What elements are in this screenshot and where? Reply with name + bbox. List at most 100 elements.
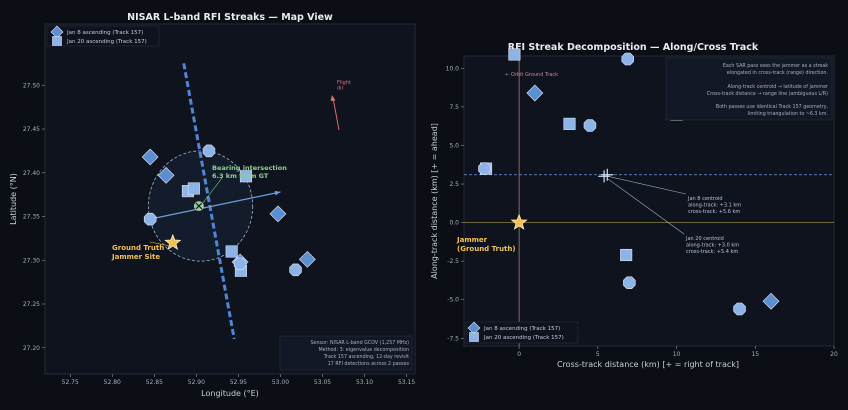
decomposition-legend-box <box>465 321 579 344</box>
ground-truth-label-line: Ground Truth <box>112 244 164 252</box>
centroid-label-line: along-track: +3.1 km <box>688 203 741 209</box>
centroid-leader <box>606 178 685 235</box>
map-x-tick-label: 53.05 <box>314 379 331 386</box>
map-y-tick-label: 27.25 <box>23 301 40 308</box>
map-y-tick-label: 27.35 <box>23 214 40 221</box>
orbit-ground-track-label: ← Orbit Ground Track <box>505 72 558 78</box>
ground-truth-leader <box>149 241 169 247</box>
streak-bearing-line <box>149 191 281 220</box>
flight-direction-arrowhead <box>330 95 336 101</box>
map-info-box: Sensor: NISAR L-band GCOV (1,257 MHz) Me… <box>279 335 413 371</box>
decomp-x-tick-label: 10 <box>673 351 681 358</box>
centroid-label: Jan 20 centroid along-track: +3.0 km cross… <box>685 236 739 255</box>
decomposition-overlays: ← Orbit Ground Track <box>464 56 834 346</box>
decomposition-legend: Jan 8 ascending (Track 157) Jan 20 ascen… <box>465 321 579 344</box>
decomposition-title: RFI Streak Decomposition — Along/Cross T… <box>508 42 759 53</box>
decomp-point-square <box>563 117 576 130</box>
map-point-square <box>187 182 200 195</box>
flight-direction-arrow <box>332 97 340 131</box>
decomp-point-diamond <box>526 84 544 102</box>
map-legend-square <box>52 36 62 46</box>
map-x-tick-label: 53.15 <box>398 379 415 386</box>
centroid-label-line: Jan 8 centroid <box>687 196 723 202</box>
map-y-tick-label: 27.30 <box>23 257 40 264</box>
decomp-point-octagon <box>583 119 597 132</box>
decomposition-points: Jan 8 centroid along-track: +3.1 km cross-… <box>456 48 780 316</box>
streak-bearing-arrowhead <box>274 190 281 196</box>
map-x-axis-label: Longitude (°E) <box>201 389 259 398</box>
map-point-square <box>239 170 253 183</box>
intersection-label-line: 6.3 km from GT <box>212 172 269 180</box>
decomp-point-octagon <box>478 162 491 175</box>
decomp-point-square <box>508 48 521 61</box>
map-y-axis-label: Latitude (°N) <box>9 173 18 225</box>
decomp-point-octagon <box>623 276 636 290</box>
intersection-leader <box>202 177 223 204</box>
decomposition-info-line-5: Cross-track distance → range line (ambig… <box>707 91 828 97</box>
decomposition-axes: 0 5 10 15 20 -7.5 -5.0 -2.5 0.0 2.5 5.0 7.5 10.0 <box>446 65 838 358</box>
decomp-y-tick-label: 5.0 <box>449 142 459 149</box>
map-info-line-2: Method: 3: eigenvalue decomposition <box>318 347 409 353</box>
map-legend: Jan 8 ascending (Track 157) Jan 20 ascen… <box>46 25 160 47</box>
ground-truth-label-line: Jammer Site <box>111 253 160 261</box>
decomp-point-octagon <box>733 302 746 316</box>
decomposition-legend-label-jan8: Jan 8 ascending (Track 157) <box>483 326 560 332</box>
map-axes: 52.75 52.80 52.85 52.90 52.95 53.00 53.05 53.10… <box>23 82 416 386</box>
map-x-tick-label: 53.00 <box>272 379 289 386</box>
map-point-diamond <box>157 166 175 184</box>
map-point-octagon <box>202 144 216 158</box>
decomposition-info-box: Each SAR pass sees the jammer as a strea… <box>665 57 833 121</box>
map-point-square <box>225 245 238 258</box>
intersection-label-line: Bearing intersection <box>212 164 287 172</box>
ground-truth-star <box>164 233 182 251</box>
map-legend-label-jan8: Jan 8 ascending (Track 157) <box>66 30 143 36</box>
decomp-legend-square <box>469 332 479 342</box>
decomposition-y-axis-label: Along-track distance (km) [+ = ahead] <box>430 123 439 279</box>
map-point-octagon <box>233 257 247 271</box>
jammer-label: Jammer (Ground Truth) <box>456 236 516 253</box>
decomposition-info-line-4: Along-track centroid → latitude of jamme… <box>728 84 829 90</box>
decomp-y-tick-label: 0.0 <box>449 220 459 227</box>
intersection-cross <box>195 202 203 210</box>
decomposition-legend-label-jan20: Jan 20 ascending (Track 157) <box>483 335 564 341</box>
map-points: Ground Truth Jammer Site Bearing intersect… <box>111 144 316 277</box>
map-info-box-frame <box>279 335 413 371</box>
decomp-y-tick-label: -7.5 <box>447 335 459 342</box>
map-y-tick-label: 27.20 <box>23 345 40 352</box>
map-info-line-4: 17 RFI detections across 2 passes <box>328 361 410 367</box>
map-view-panel: NISAR L-band RFI Streaks — Map View 52.7… <box>9 12 416 398</box>
decomp-point-octagon <box>621 52 635 66</box>
decomp-x-tick-label: 15 <box>751 351 759 358</box>
map-info-line-1: Sensor: NISAR L-band GCOV (1,257 MHz) <box>310 340 409 346</box>
map-x-tick-label: 52.95 <box>230 379 247 386</box>
map-x-tick-label: 52.85 <box>146 379 163 386</box>
decomposition-info-line-2: elongated in cross-track (range) directi… <box>727 70 828 76</box>
map-point-diamond <box>269 205 287 223</box>
map-info-line-3: Track 157 ascending, 12-day revisit <box>323 354 409 360</box>
track-line <box>182 63 236 340</box>
decomp-y-tick-label: 7.5 <box>449 104 459 111</box>
decomp-point-square <box>620 248 633 262</box>
decomp-x-tick-label: 5 <box>596 351 600 358</box>
map-x-tick-label: 53.10 <box>356 379 373 386</box>
decomp-y-tick-label: 10.0 <box>446 65 460 72</box>
map-point-octagon <box>289 263 302 277</box>
decomp-y-tick-label: -2.5 <box>447 258 459 265</box>
map-x-tick-label: 52.80 <box>104 379 121 386</box>
map-x-tick-label: 52.75 <box>62 379 79 386</box>
centroid-label-line: Jan 20 centroid <box>685 236 724 242</box>
centroid-leader <box>610 176 687 195</box>
map-y-tick-label: 27.50 <box>23 82 40 89</box>
decomp-y-tick-label: 2.5 <box>449 181 459 188</box>
centroid-cross <box>598 170 611 183</box>
centroid-label: Jan 8 centroid along-track: +3.1 km cross-… <box>687 196 741 215</box>
decomposition-x-axis-label: Cross-track distance (km) [+ = right of … <box>557 360 739 369</box>
decomposition-info-line-8: limiting triangulation to ~6.3 km. <box>748 111 828 117</box>
flight-direction-label-line: dir. <box>337 86 345 92</box>
decomposition-legend-swatch-square <box>469 332 479 342</box>
map-point-octagon <box>143 212 157 226</box>
map-point-diamond <box>141 148 159 166</box>
flight-direction-label: Flight dir. <box>337 80 351 92</box>
ground-truth-label: Ground Truth Jammer Site <box>111 244 164 261</box>
